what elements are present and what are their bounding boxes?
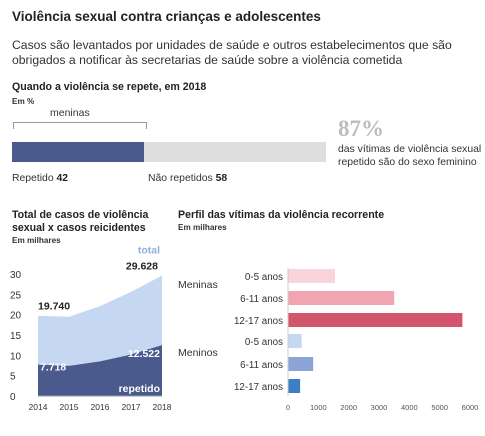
bar-label-meninos-0: 0-5 anos bbox=[245, 337, 283, 348]
area-x-tick-2014: 2014 bbox=[29, 402, 48, 412]
area-x-tick-2018: 2018 bbox=[153, 402, 172, 412]
horizontal-bar-chart: Meninas 0-5 anos 6-11 anos 12-17 anos Menino… bbox=[178, 268, 478, 412]
bar-label-meninas-0: 0-5 anos bbox=[245, 272, 283, 283]
segment-label-repetido: Repetido 42 bbox=[12, 173, 68, 184]
bar-meninos-0 bbox=[288, 334, 302, 348]
stacked-bar-bracket bbox=[13, 122, 147, 129]
stacked-bar-title: Quando a violência se repete, em 2018 bbox=[12, 81, 207, 93]
bar-meninos-1 bbox=[288, 357, 314, 371]
segment-label-nao-repetidos: Não repetidos 58 bbox=[148, 173, 227, 184]
area-series-label-repetido: repetido bbox=[119, 383, 160, 395]
stacked-bar-unit: Em % bbox=[12, 97, 35, 106]
area-series-label-total: total bbox=[138, 245, 160, 257]
highlight-percentage: 87% bbox=[338, 116, 384, 141]
bar-meninas-2 bbox=[288, 313, 463, 327]
page-title: Violência sexual contra crianças e adole… bbox=[12, 9, 321, 24]
area-annotation-total-2014: 19.740 bbox=[38, 301, 70, 313]
segment-label-nao-repetidos-value: 58 bbox=[215, 173, 228, 184]
segment-label-repetido-text: Repetido bbox=[12, 173, 54, 184]
bar-meninas-0 bbox=[288, 269, 336, 283]
area-y-tick-10: 10 bbox=[10, 351, 22, 362]
area-annotation-repetido-2014: 7.718 bbox=[40, 362, 66, 374]
area-x-tick-2016: 2016 bbox=[91, 402, 110, 412]
group-label-meninos: Meninos bbox=[178, 347, 218, 359]
bar-meninos-2 bbox=[288, 379, 301, 393]
bar-x-tick-0: 0 bbox=[286, 403, 290, 412]
group-label-meninas: Meninas bbox=[178, 279, 218, 291]
segment-label-repetido-value: 42 bbox=[56, 173, 69, 184]
bar-meninas-1 bbox=[288, 291, 395, 305]
stacked-bar-segment-repetido bbox=[12, 142, 144, 162]
bar-x-tick-1000: 1000 bbox=[310, 403, 327, 412]
area-y-tick-25: 25 bbox=[10, 290, 22, 301]
bar-x-tick-4000: 4000 bbox=[401, 403, 418, 412]
area-annotation-repetido-2018: 12.522 bbox=[128, 348, 160, 360]
bar-chart-unit: Em milhares bbox=[178, 223, 227, 232]
bar-chart-title: Perfil das vítimas da violência recorren… bbox=[178, 209, 385, 221]
stacked-bar-segment-nao-repetidos bbox=[143, 142, 326, 162]
area-x-tick-2015: 2015 bbox=[60, 402, 79, 412]
segment-label-nao-repetidos-text: Não repetidos bbox=[148, 173, 213, 184]
area-y-tick-30: 30 bbox=[10, 270, 22, 281]
page-subtitle: Casos são levantados por unidades de saú… bbox=[12, 38, 452, 67]
area-annotation-total-2018: 29.628 bbox=[126, 261, 158, 273]
bar-x-tick-6000: 6000 bbox=[462, 403, 479, 412]
area-chart-unit: Em milhares bbox=[12, 236, 61, 245]
bar-label-meninas-1: 6-11 anos bbox=[240, 294, 283, 305]
area-y-tick-5: 5 bbox=[10, 372, 16, 383]
bar-label-meninas-2: 12-17 anos bbox=[234, 316, 283, 327]
bar-x-tick-3000: 3000 bbox=[371, 403, 388, 412]
bar-x-tick-2000: 2000 bbox=[340, 403, 357, 412]
stacked-bar-callout: meninas bbox=[50, 107, 90, 119]
area-y-tick-15: 15 bbox=[10, 331, 22, 342]
highlight-text: das vítimas de violência sexual repetido… bbox=[338, 144, 482, 168]
area-y-tick-20: 20 bbox=[10, 311, 22, 322]
area-y-tick-0: 0 bbox=[10, 392, 16, 403]
area-series-repetido bbox=[38, 345, 162, 396]
area-x-tick-2017: 2017 bbox=[122, 402, 141, 412]
bar-label-meninos-2: 12-17 anos bbox=[234, 382, 283, 393]
bar-x-tick-5000: 5000 bbox=[431, 403, 448, 412]
area-chart-title: Total de casos de violência sexual x cas… bbox=[12, 209, 149, 234]
bar-label-meninos-1: 6-11 anos bbox=[240, 360, 283, 371]
